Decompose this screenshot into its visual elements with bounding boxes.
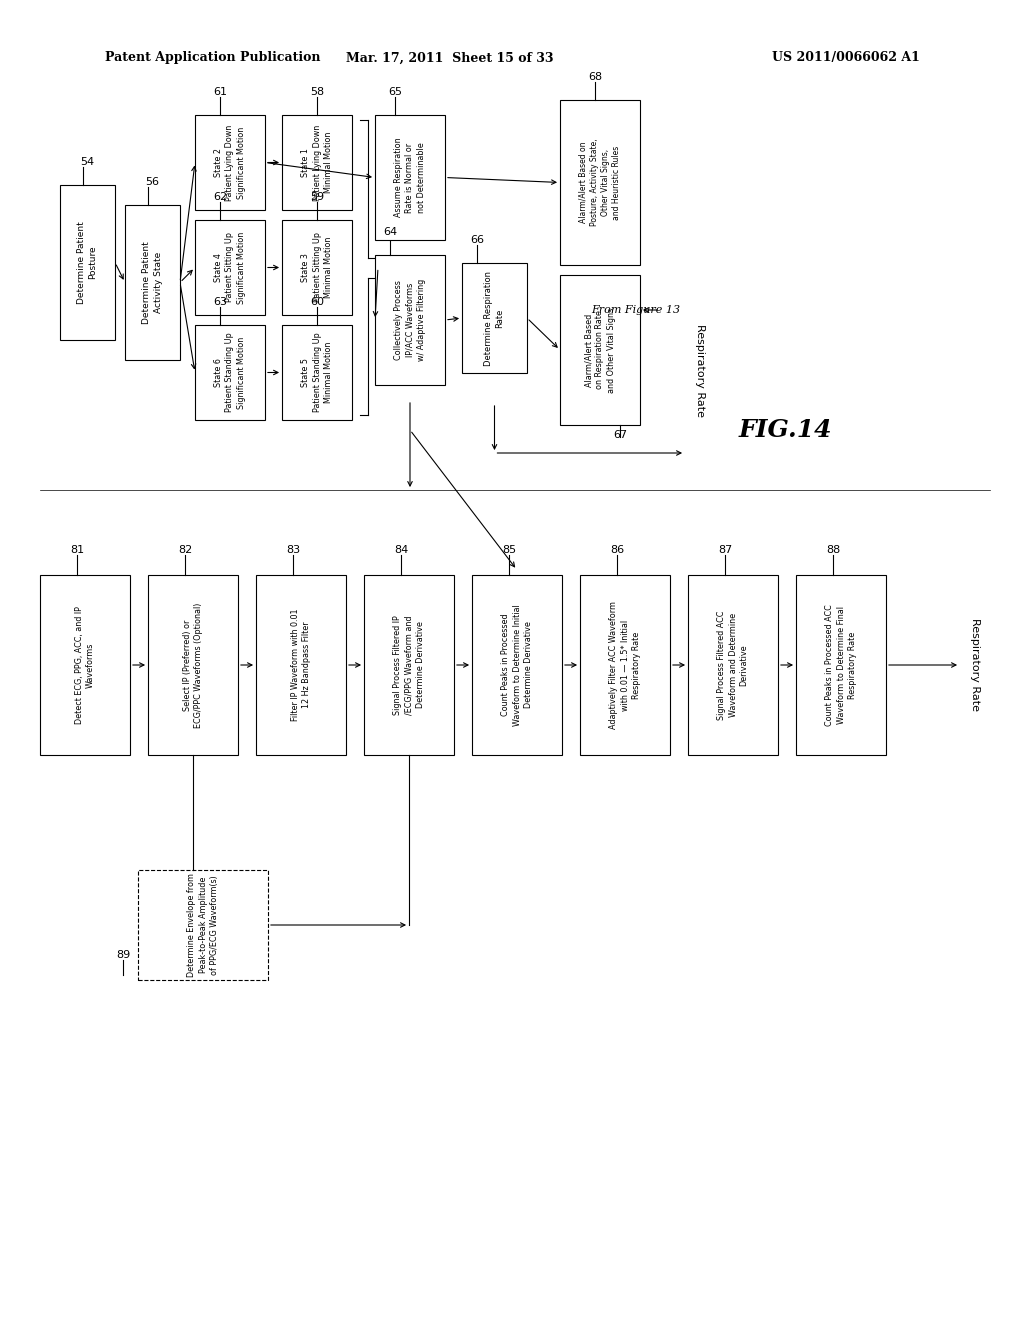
- Text: 83: 83: [286, 545, 300, 554]
- Text: Collectively Process
IP/ACC Waveforms
w/ Adaptive Filtering: Collectively Process IP/ACC Waveforms w/…: [394, 279, 426, 362]
- Text: Detect ECG, PPG, ACC, and IP
Waveforms: Detect ECG, PPG, ACC, and IP Waveforms: [75, 606, 95, 723]
- Text: Assume Respiration
Rate is Normal or
not Determinable: Assume Respiration Rate is Normal or not…: [394, 137, 426, 218]
- Text: 67: 67: [613, 430, 627, 440]
- Text: 82: 82: [178, 545, 193, 554]
- Bar: [138, 870, 268, 979]
- Text: 62: 62: [213, 191, 227, 202]
- Text: 54: 54: [81, 157, 94, 168]
- Text: Count Peaks in Processed ACC
Waveform to Determine Final
Respiratory Rate: Count Peaks in Processed ACC Waveform to…: [825, 605, 857, 726]
- Text: Patent Application Publication: Patent Application Publication: [105, 51, 321, 65]
- Text: Determine Patient
Posture: Determine Patient Posture: [78, 222, 97, 304]
- Text: 88: 88: [826, 545, 840, 554]
- Text: State 6
Patient Standing Up
Significant Motion: State 6 Patient Standing Up Significant …: [214, 333, 246, 412]
- Bar: [282, 115, 352, 210]
- Text: Select IP (Preferred) or
ECG/PPC Waveforms (Optional): Select IP (Preferred) or ECG/PPC Wavefor…: [183, 602, 203, 727]
- Text: 56: 56: [145, 177, 160, 187]
- Bar: [688, 576, 778, 755]
- Bar: [282, 325, 352, 420]
- Bar: [195, 325, 265, 420]
- Text: Adaptively Filter ACC Waveform
with 0.01 — 1.5* Initial
Respiratory Rate: Adaptively Filter ACC Waveform with 0.01…: [609, 601, 641, 729]
- Bar: [796, 576, 886, 755]
- Text: State 2
Patient Lying Down
Significant Motion: State 2 Patient Lying Down Significant M…: [214, 124, 246, 201]
- Bar: [40, 576, 130, 755]
- Bar: [375, 115, 445, 240]
- Text: Signal Process Filtered ACC
Waveform and Determine
Derivative: Signal Process Filtered ACC Waveform and…: [718, 610, 749, 719]
- Text: 68: 68: [588, 73, 602, 82]
- Text: 61: 61: [213, 87, 227, 96]
- Text: Alarm/Alert Based
on Respiration Rate
and Other Vital Signs: Alarm/Alert Based on Respiration Rate an…: [585, 308, 615, 392]
- Bar: [195, 220, 265, 315]
- Text: Signal Process Filtered IP
/ECG/PPG Waveform and
Determine Derivative: Signal Process Filtered IP /ECG/PPG Wave…: [393, 615, 425, 715]
- Text: State 1
Patient Lying Down
Minimal Motion: State 1 Patient Lying Down Minimal Motio…: [301, 124, 333, 201]
- Text: 87: 87: [718, 545, 732, 554]
- Text: State 5
Patient Standing Up
Minimal Motion: State 5 Patient Standing Up Minimal Moti…: [301, 333, 333, 412]
- Text: 86: 86: [610, 545, 624, 554]
- Text: From Figure 13: From Figure 13: [591, 305, 680, 315]
- Bar: [462, 263, 527, 374]
- Bar: [256, 576, 346, 755]
- Text: Determine Respiration
Rate: Determine Respiration Rate: [484, 271, 505, 366]
- Text: Determine Envelope from
Peak-to-Peak Amplitude
of PPG/ECG Waveform(s): Determine Envelope from Peak-to-Peak Amp…: [187, 873, 218, 977]
- Text: 84: 84: [394, 545, 409, 554]
- Text: 59: 59: [310, 191, 324, 202]
- Bar: [364, 576, 454, 755]
- Text: 63: 63: [213, 297, 227, 308]
- Text: 65: 65: [388, 87, 402, 96]
- Bar: [282, 220, 352, 315]
- Text: US 2011/0066062 A1: US 2011/0066062 A1: [772, 51, 920, 65]
- Bar: [195, 115, 265, 210]
- Text: 81: 81: [70, 545, 84, 554]
- Text: 64: 64: [383, 227, 397, 238]
- Text: 66: 66: [470, 235, 484, 246]
- Text: 89: 89: [116, 950, 130, 960]
- Text: Respiratory Rate: Respiratory Rate: [695, 323, 705, 417]
- Text: 58: 58: [310, 87, 324, 96]
- Text: Respiratory Rate: Respiratory Rate: [970, 619, 980, 711]
- Bar: [560, 275, 640, 425]
- Bar: [472, 576, 562, 755]
- Bar: [125, 205, 180, 360]
- Bar: [375, 255, 445, 385]
- Text: Determine Patient
Activity State: Determine Patient Activity State: [142, 242, 163, 323]
- Text: 60: 60: [310, 297, 324, 308]
- Bar: [580, 576, 670, 755]
- Text: State 4
Patient Sitting Up
Significant Motion: State 4 Patient Sitting Up Significant M…: [214, 231, 246, 304]
- Text: Count Peaks in Processed
Waveform to Determine Initial
Determine Derivative: Count Peaks in Processed Waveform to Det…: [502, 605, 532, 726]
- Text: Filter IP Waveform with 0.01
12 Hz Bandpass Filter: Filter IP Waveform with 0.01 12 Hz Bandp…: [291, 609, 311, 721]
- Text: Mar. 17, 2011  Sheet 15 of 33: Mar. 17, 2011 Sheet 15 of 33: [346, 51, 554, 65]
- Bar: [148, 576, 238, 755]
- Bar: [560, 100, 640, 265]
- Text: FIG.14: FIG.14: [738, 418, 831, 442]
- Text: Alarm/Alert Based on
Posture, Activity State,
Other Vital Signs,
and Heuristic R: Alarm/Alert Based on Posture, Activity S…: [579, 139, 622, 226]
- Text: State 3
Patient Sitting Up
Minimal Motion: State 3 Patient Sitting Up Minimal Motio…: [301, 232, 333, 302]
- Bar: [60, 185, 115, 341]
- Text: 85: 85: [502, 545, 516, 554]
